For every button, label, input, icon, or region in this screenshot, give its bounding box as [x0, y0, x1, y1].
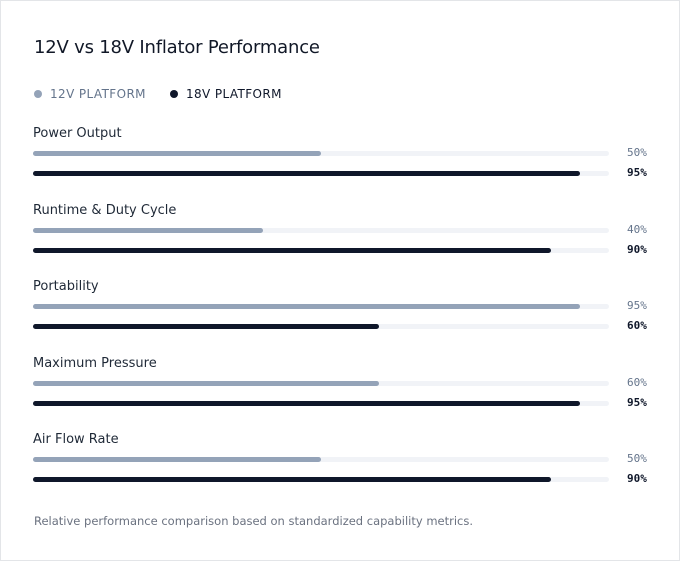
category-label: Runtime & Duty Cycle [33, 202, 177, 218]
legend-label-12v: 12V PLATFORM [50, 87, 146, 101]
category-label: Air Flow Rate [33, 432, 119, 447]
category-label: Portability [33, 279, 99, 294]
chart-title: 12V vs 18V Inflator Performance [34, 37, 320, 58]
value-label: 50% [627, 146, 647, 159]
legend-swatch-12v [34, 90, 42, 98]
value-label: 95% [627, 395, 647, 409]
value-label: 95% [627, 166, 647, 179]
bar-track [33, 477, 609, 482]
bar-track [33, 400, 609, 406]
value-label: 60% [627, 375, 647, 389]
bar-12v [33, 380, 379, 386]
category-label: Power Output [33, 126, 122, 141]
bar-18v [33, 400, 581, 406]
bar-track [33, 171, 609, 176]
bar-track [33, 457, 609, 462]
value-label: 60% [627, 319, 647, 332]
bar-12v [33, 151, 321, 156]
legend-item-12v: 12V PLATFORM [34, 87, 146, 101]
legend-label-18v: 18V PLATFORM [185, 87, 282, 101]
chart-legend: 12V PLATFORM 18V PLATFORM [34, 86, 306, 102]
bar-12v [33, 304, 581, 309]
bar-track [33, 324, 609, 329]
bar-12v [33, 457, 321, 462]
bar-track [33, 380, 609, 386]
bar-18v [33, 247, 552, 253]
value-label: 90% [627, 242, 647, 256]
bar-18v [33, 477, 552, 482]
bar-18v [33, 171, 581, 176]
legend-swatch-18v [169, 90, 178, 98]
bar-track [33, 304, 609, 309]
value-label: 90% [627, 472, 647, 485]
category-label: Maximum Pressure [33, 355, 157, 371]
bar-track [33, 227, 609, 233]
value-label: 40% [627, 222, 647, 236]
bar-18v [33, 324, 379, 329]
value-label: 50% [627, 452, 647, 465]
legend-item-18v: 18V PLATFORM [169, 87, 282, 101]
value-label: 95% [627, 299, 647, 312]
chart-footnote: Relative performance comparison based on… [34, 514, 474, 528]
bar-12v [33, 227, 264, 233]
bar-track [33, 151, 609, 156]
bar-track [33, 247, 609, 253]
